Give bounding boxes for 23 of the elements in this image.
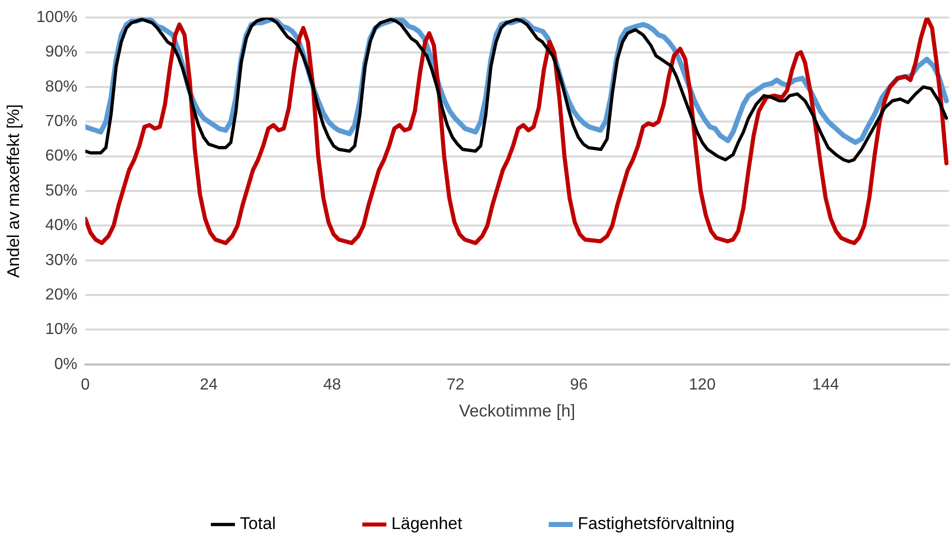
x-tick-label: 120 <box>688 376 716 394</box>
y-tick-label: 20% <box>45 286 78 304</box>
legend-label: Fastighetsförvaltning <box>578 514 735 534</box>
y-tick-label: 60% <box>45 148 78 165</box>
x-tick-label: 72 <box>446 376 464 394</box>
y-tick-label: 40% <box>45 217 78 234</box>
x-tick-label: 144 <box>812 376 840 394</box>
x-tick-label: 96 <box>570 376 588 394</box>
x-axis-title: Veckotimme [h] <box>459 401 576 420</box>
y-tick-label: 100% <box>36 9 78 26</box>
y-tick-label: 10% <box>45 321 78 338</box>
x-tick-label: 24 <box>200 376 218 394</box>
legend-label: Lägenhet <box>391 514 463 534</box>
x-tick-label: 0 <box>80 376 90 394</box>
y-axis-title: Andel av maxeffekt [%] <box>4 104 23 278</box>
y-tick-label: 50% <box>45 182 78 200</box>
y-tick-label: 30% <box>45 252 78 269</box>
x-tick-label: 48 <box>323 376 342 394</box>
y-tick-label: 90% <box>45 44 78 61</box>
y-tick-label: 80% <box>45 78 78 96</box>
y-tick-label: 0% <box>54 356 78 373</box>
legend-label: Total <box>240 514 276 534</box>
y-tick-label: 70% <box>45 113 78 130</box>
